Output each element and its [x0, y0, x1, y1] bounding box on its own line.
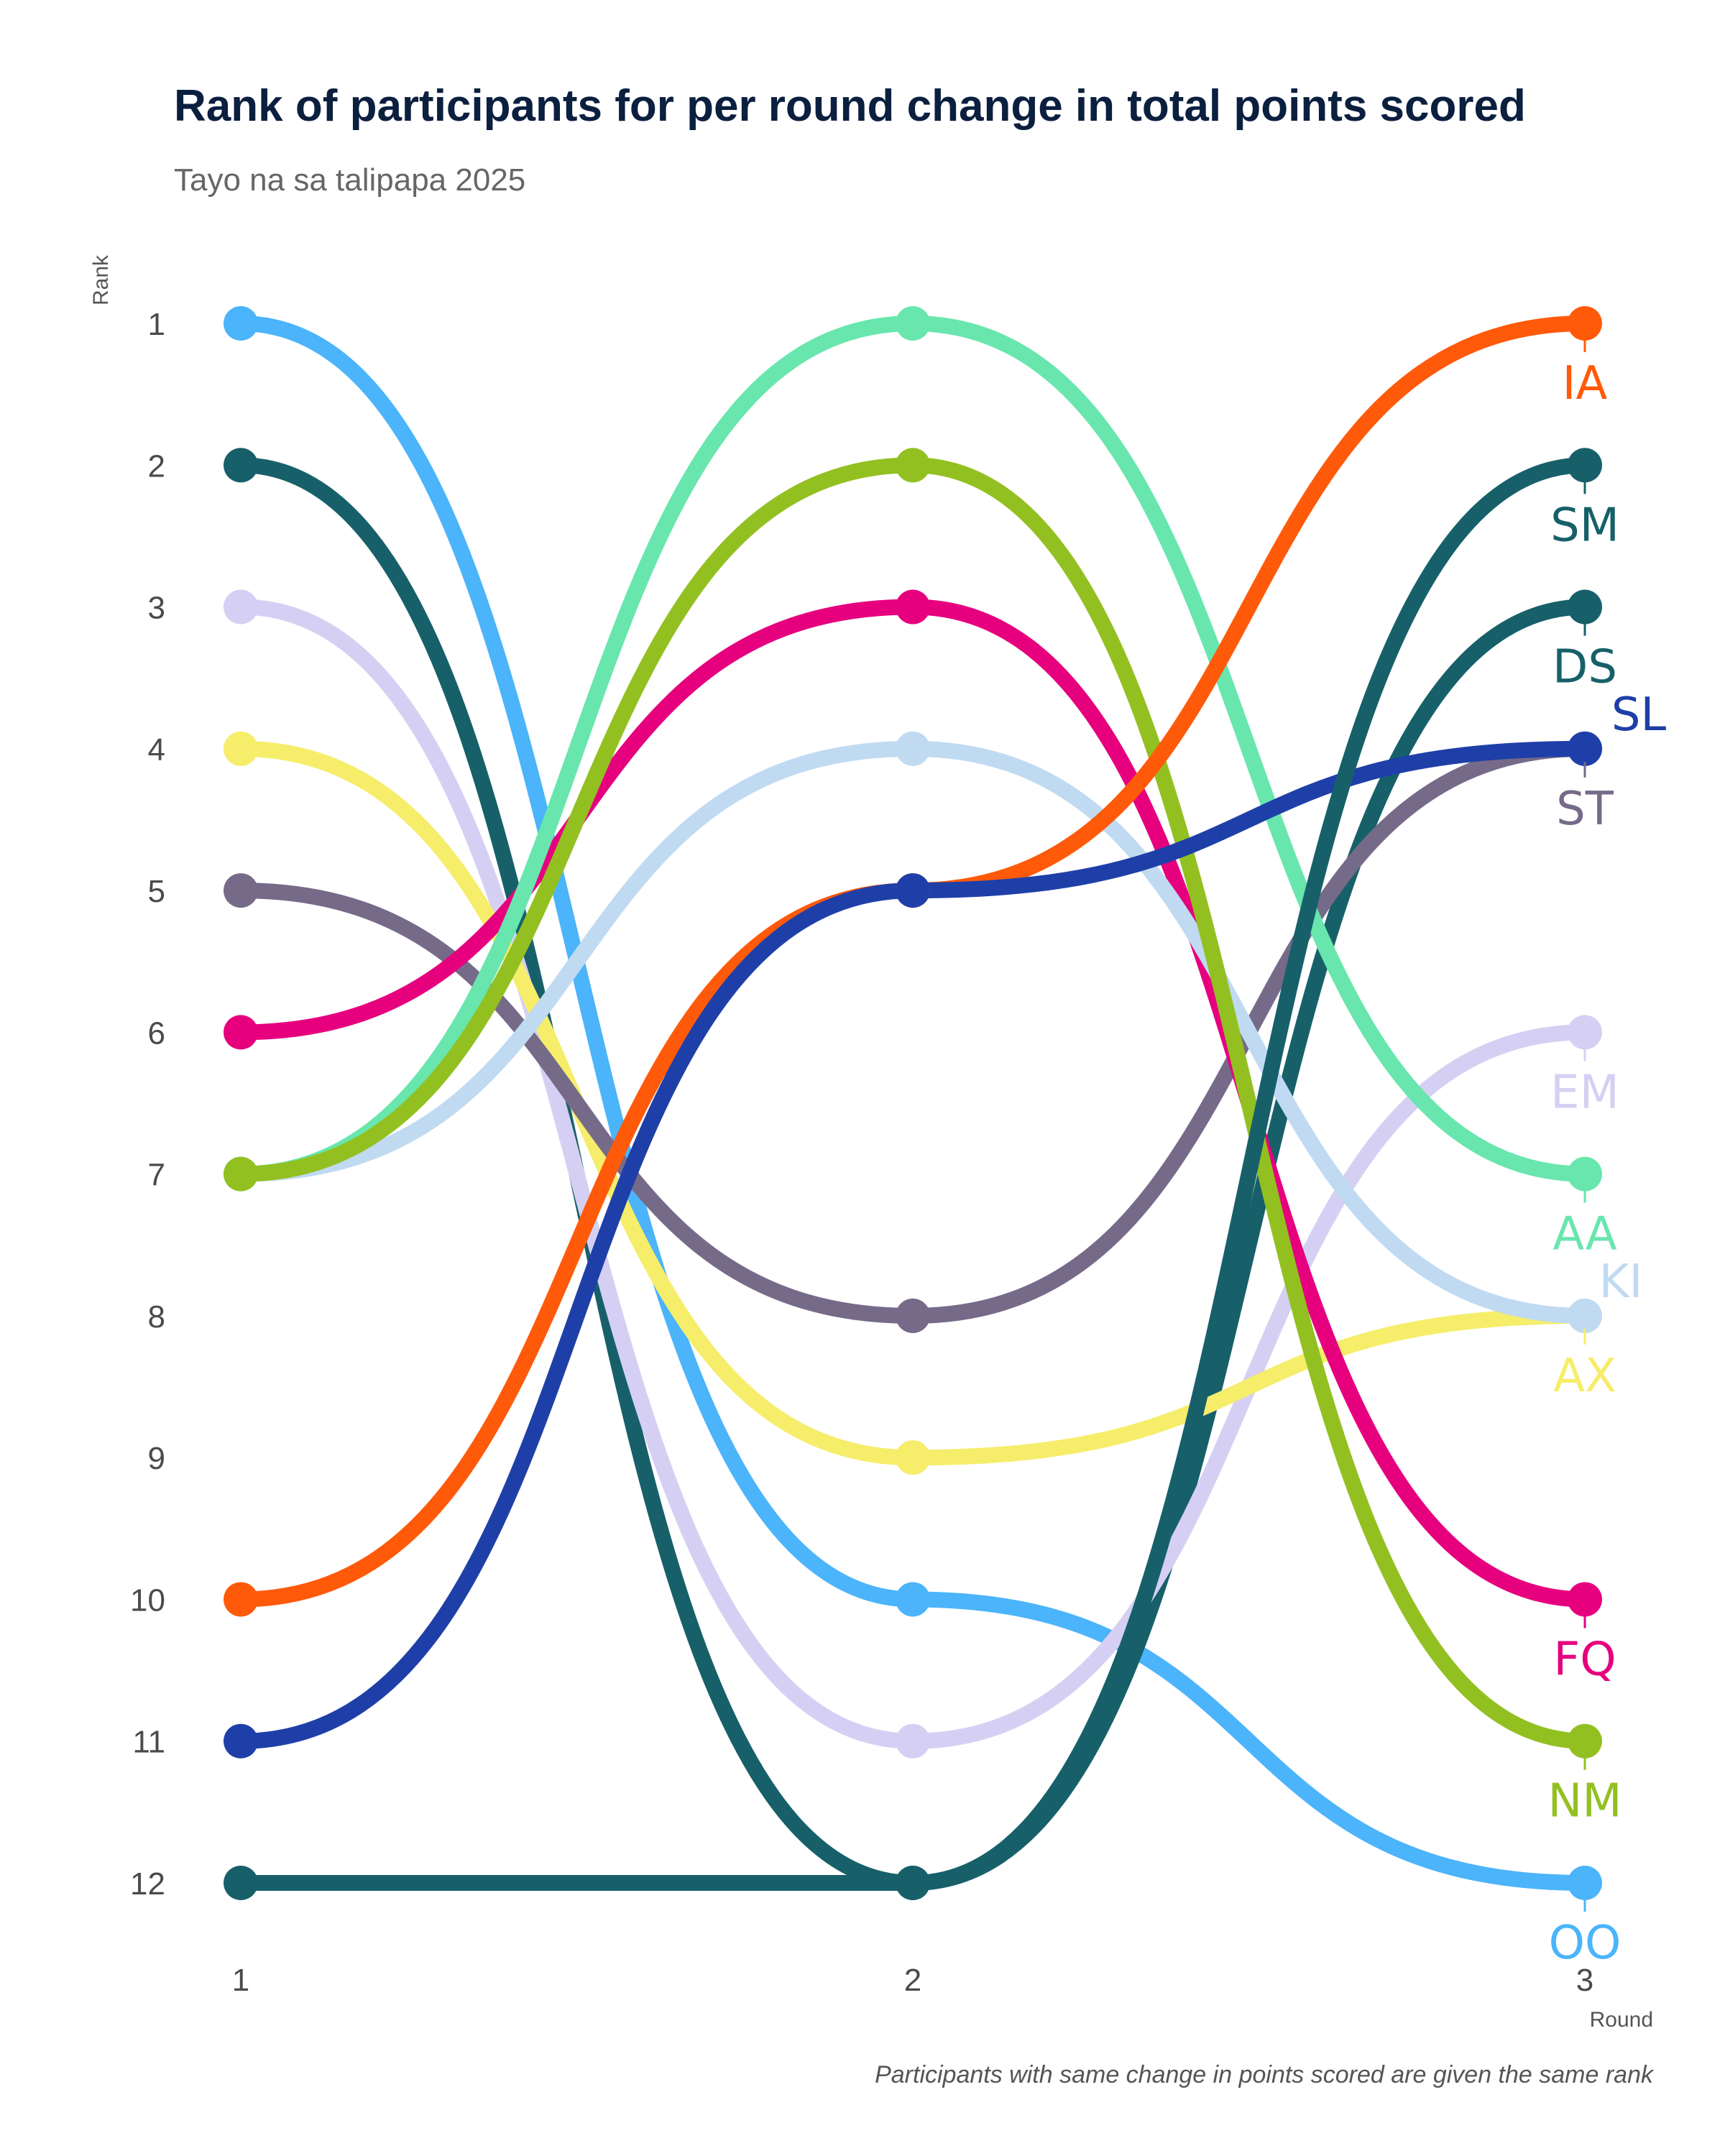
- x-axis-title: Round: [1590, 2008, 1653, 2032]
- point-ax-round-2: [896, 1440, 930, 1475]
- point-ki-round-2: [896, 731, 930, 766]
- point-em-round-1: [224, 589, 258, 625]
- y-tick-label: 9: [148, 1441, 165, 1476]
- y-tick-label: 5: [148, 874, 165, 909]
- series-line-em: [233, 599, 1593, 1749]
- point-sl-round-1: [224, 1723, 258, 1759]
- point-sm-round-2: [896, 1866, 930, 1900]
- series-label-ds: DS: [1552, 641, 1617, 694]
- point-sl-round-3: [1568, 731, 1602, 766]
- point-ia-round-1: [224, 1582, 258, 1617]
- chart-caption: Participants with same change in points …: [875, 2061, 1655, 2088]
- y-tick-label: 7: [148, 1158, 165, 1193]
- series-line-sl: [233, 740, 1593, 1749]
- series-label-em: EM: [1550, 1066, 1619, 1119]
- point-sm-round-3: [1568, 448, 1602, 483]
- point-ia-round-3: [1568, 306, 1602, 341]
- point-st-round-1: [224, 873, 258, 908]
- point-ds-round-3: [1568, 589, 1602, 625]
- y-tick-label: 6: [148, 1015, 165, 1051]
- series-label-sl: SL: [1611, 688, 1667, 742]
- point-ds-round-1: [224, 448, 258, 483]
- y-tick-label: 11: [132, 1725, 165, 1760]
- series-line-ax: [233, 740, 1593, 1466]
- series-label-nm: NM: [1547, 1775, 1622, 1828]
- series-line-nm: [233, 457, 1593, 1749]
- series-label-ia: IA: [1563, 357, 1608, 410]
- series-line-sm: [233, 457, 1593, 1892]
- point-nm-round-1: [224, 1156, 258, 1192]
- point-sm-round-1: [224, 1866, 258, 1900]
- y-axis-title: Rank: [89, 254, 113, 305]
- series-label-sm: SM: [1550, 499, 1619, 552]
- point-nm-round-2: [896, 448, 930, 483]
- series-label-aa: AA: [1552, 1208, 1617, 1261]
- point-em-round-3: [1568, 1015, 1602, 1050]
- y-tick-label: 12: [130, 1866, 165, 1902]
- series-label-fq: FQ: [1553, 1633, 1616, 1686]
- point-fq-round-1: [224, 1015, 258, 1050]
- y-tick-label: 8: [148, 1299, 165, 1335]
- y-tick-label: 10: [130, 1583, 165, 1618]
- point-oo-round-2: [896, 1582, 930, 1617]
- y-tick-label: 3: [148, 591, 165, 626]
- series-label-ki: KI: [1599, 1256, 1643, 1309]
- point-st-round-2: [896, 1298, 930, 1333]
- x-axis-ticks: 1 2 3: [232, 1963, 1593, 1998]
- chart-title: Rank of participants for per round chang…: [174, 81, 1526, 131]
- point-nm-round-3: [1568, 1723, 1602, 1759]
- point-fq-round-3: [1568, 1582, 1602, 1617]
- point-oo-round-1: [224, 306, 258, 341]
- series-label-ax: AX: [1553, 1350, 1616, 1403]
- x-tick-label: 3: [1576, 1963, 1593, 1998]
- y-tick-label: 1: [148, 307, 165, 342]
- series-line-oo: [233, 315, 1593, 1891]
- point-sl-round-2: [896, 873, 930, 908]
- point-fq-round-2: [896, 589, 930, 625]
- point-aa-round-2: [896, 306, 930, 341]
- x-tick-label: 1: [232, 1963, 249, 1998]
- chart-subtitle: Tayo na sa talipapa 2025: [174, 162, 525, 198]
- series-label-st: ST: [1556, 783, 1614, 836]
- y-tick-label: 2: [148, 448, 165, 484]
- point-em-round-2: [896, 1723, 930, 1759]
- series-lines: [233, 315, 1593, 1892]
- point-oo-round-3: [1568, 1866, 1602, 1900]
- series-label-oo: OO: [1549, 1917, 1622, 1970]
- point-ki-round-3: [1568, 1298, 1602, 1333]
- point-ax-round-1: [224, 731, 258, 766]
- point-aa-round-3: [1568, 1156, 1602, 1192]
- series-points: [224, 306, 1602, 1900]
- x-tick-label: 2: [904, 1963, 921, 1998]
- y-tick-label: 4: [148, 732, 165, 768]
